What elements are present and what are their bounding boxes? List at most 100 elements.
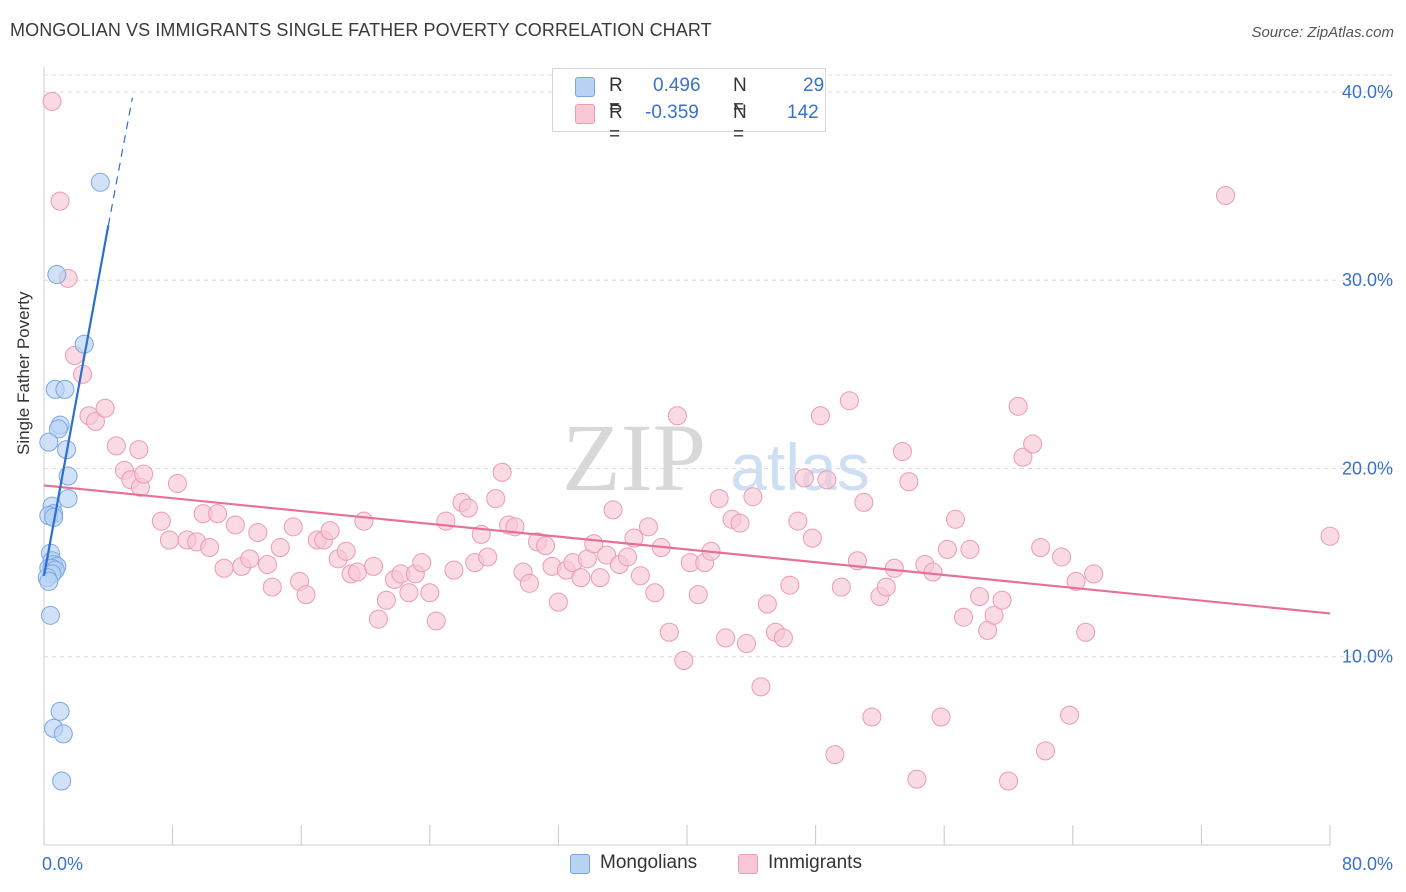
immigrants-point [200, 538, 220, 558]
mongolians-point [58, 489, 78, 509]
immigrants-point [960, 539, 980, 559]
immigrants-point [825, 745, 845, 765]
immigrants-point [478, 547, 498, 567]
immigrants-point [106, 436, 126, 456]
immigrants-point [854, 492, 874, 512]
immigrants-point [659, 622, 679, 642]
y-tick-label: 30.0% [1342, 270, 1393, 290]
immigrants-point [426, 611, 446, 631]
immigrants-point [618, 547, 638, 567]
n-value: 29 [803, 75, 825, 96]
immigrants-point [1023, 434, 1043, 454]
immigrants-point [638, 517, 658, 537]
immigrants-point [970, 586, 990, 606]
immigrants-point [931, 707, 951, 727]
immigrants-point [1066, 571, 1086, 591]
immigrants-point [667, 406, 687, 426]
immigrants-point [645, 583, 665, 603]
mongolians-point [74, 334, 94, 354]
x-tick-label: 80.0% [1342, 854, 1393, 874]
mongolians-point [53, 724, 73, 744]
immigrants-point [1031, 538, 1051, 558]
source-credit: Source: ZipAtlas.com [1251, 24, 1394, 41]
immigrants-point [709, 489, 729, 509]
immigrants-point [892, 442, 912, 462]
immigrants-point [208, 504, 228, 524]
immigrants-point [603, 500, 623, 520]
immigrants-point [899, 472, 919, 492]
immigrants-point [751, 677, 771, 697]
immigrants-point [240, 549, 260, 569]
immigrants-point [831, 577, 851, 597]
mongolians-point [39, 432, 59, 452]
immigrants-point [1084, 564, 1104, 584]
immigrants-point [597, 545, 617, 565]
immigrants-point [42, 91, 62, 111]
immigrants-point [688, 585, 708, 605]
immigrants-point [320, 521, 340, 541]
immigrants-point [134, 464, 154, 484]
immigrants-point [336, 541, 356, 561]
immigrants-point [839, 391, 859, 411]
immigrants-point [368, 609, 388, 629]
legend-label: Mongolians [600, 852, 698, 873]
immigrants-point [999, 771, 1018, 791]
immigrants-point [420, 583, 440, 603]
immigrants-point [953, 607, 973, 627]
immigrants-point [788, 511, 808, 531]
immigrants-point [214, 558, 234, 578]
immigrants-point [159, 530, 179, 550]
immigrants-point [923, 562, 943, 582]
immigrants-point [296, 585, 316, 605]
immigrants-point [1052, 547, 1072, 567]
immigrants-point [730, 513, 750, 533]
immigrants-point [590, 568, 610, 588]
immigrants-point [283, 517, 303, 537]
y-tick-label: 20.0% [1342, 458, 1393, 478]
immigrants-point [444, 560, 464, 580]
immigrants-point [780, 575, 800, 595]
immigrants-point [548, 592, 568, 612]
mongolians-trend-extension [107, 97, 134, 226]
mongolians-swatch [575, 77, 595, 97]
immigrants-point [270, 538, 290, 558]
immigrants-point [412, 553, 432, 573]
immigrants-point [794, 468, 814, 488]
immigrants-point [1013, 447, 1033, 467]
immigrants-point [630, 566, 650, 586]
immigrants-point [945, 509, 965, 529]
axes [43, 67, 1331, 846]
immigrants-point [458, 498, 478, 518]
immigrants-point [810, 406, 830, 426]
immigrants-point [884, 558, 904, 578]
immigrants-point [1035, 741, 1055, 761]
immigrants-point [984, 605, 1004, 625]
immigrants-point [376, 590, 396, 610]
immigrants-trend-line [43, 484, 1331, 615]
immigrants-point [743, 487, 763, 507]
y-tick-label: 10.0% [1342, 647, 1393, 667]
mongolians-point [90, 172, 110, 192]
immigrants-point [486, 489, 506, 509]
r-value: -0.359 [645, 102, 699, 123]
mongolians-point [48, 419, 68, 439]
immigrants-point [519, 573, 539, 593]
immigrants-point [354, 511, 374, 531]
immigrants-point [1008, 396, 1028, 416]
n-label: N = [733, 102, 747, 145]
immigrants-point [1216, 185, 1236, 205]
legend-label: Immigrants [768, 852, 862, 873]
immigrants-point [1076, 622, 1096, 642]
immigrants-point [50, 191, 70, 211]
immigrants-point [1060, 705, 1080, 725]
immigrants-point [151, 511, 171, 531]
mongolians-trend-line [42, 225, 110, 576]
immigrants-swatch [575, 104, 595, 124]
immigrants-point [399, 583, 419, 603]
immigrants-point [95, 398, 115, 418]
immigrants-point [736, 634, 756, 654]
immigrants-point [248, 522, 268, 542]
y-tick-label: 40.0% [1342, 82, 1393, 102]
r-label: R = [609, 102, 623, 145]
